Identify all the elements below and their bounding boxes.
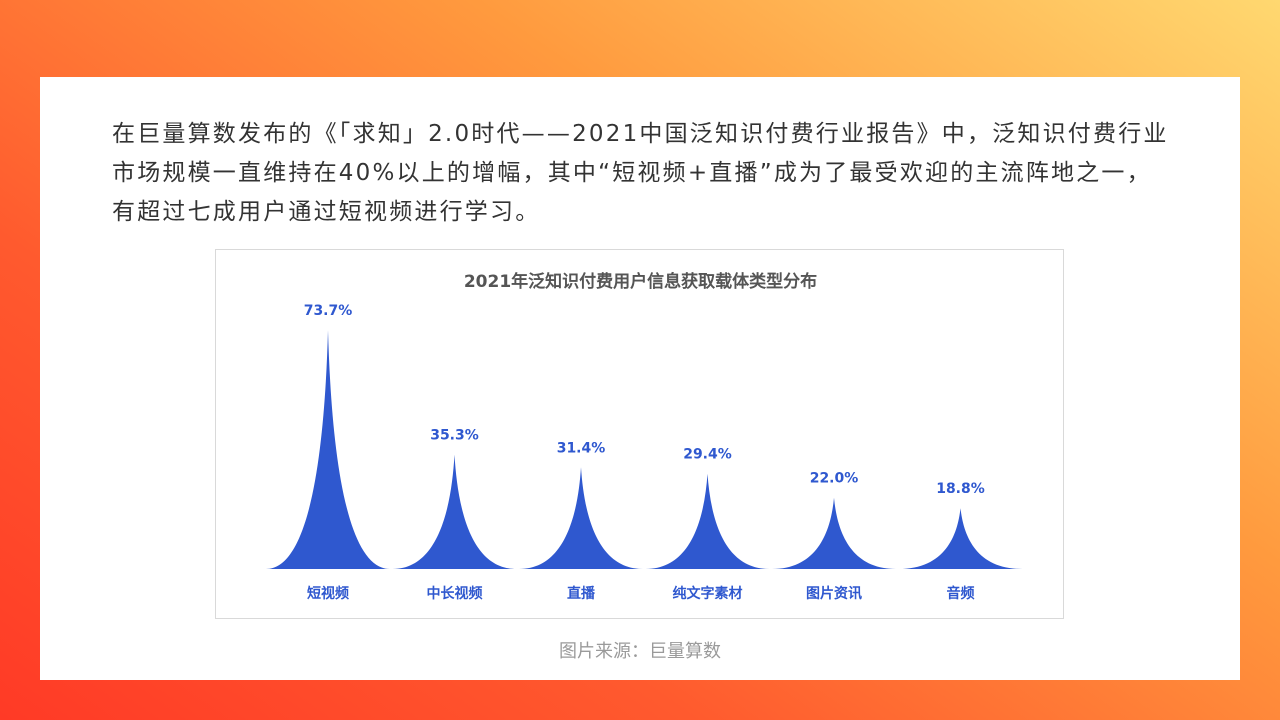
chart-bar-2 (519, 467, 643, 569)
chart-bar-5 (898, 508, 1023, 569)
chart-canvas: 2021年泛知识付费用户信息获取载体类型分布 73.7% 短视频 35.3% 中长视频… (266, 271, 1023, 602)
content-card: 在巨量算数发布的《「求知」2.0时代——2021中国泛知识付费行业报告》中，泛知… (40, 77, 1240, 680)
data-label-1: 35.3% (430, 428, 479, 444)
category-label-2: 直播 (567, 585, 596, 602)
data-label-4: 22.0% (810, 471, 859, 487)
image-source-caption: 图片来源：巨量算数 (559, 641, 721, 662)
data-label-3: 29.4% (683, 447, 732, 463)
chart-bar-1 (392, 454, 517, 569)
chart-figure: 2021年泛知识付费用户信息获取载体类型分布 73.7% 短视频 35.3% 中长视频… (215, 249, 1064, 619)
category-label-1: 中长视频 (427, 585, 483, 602)
data-label-5: 18.8% (936, 481, 985, 497)
chart-bar-0 (266, 330, 390, 569)
chart-bar-4 (772, 497, 896, 569)
category-label-4: 图片资讯 (806, 585, 862, 602)
data-label-2: 31.4% (557, 440, 606, 456)
category-label-5: 音频 (947, 585, 975, 602)
category-label-3: 纯文字素材 (673, 585, 743, 602)
data-label-0: 73.7% (304, 303, 353, 319)
intro-paragraph: 在巨量算数发布的《「求知」2.0时代——2021中国泛知识付费行业报告》中，泛知… (112, 121, 1169, 225)
chart-title: 2021年泛知识付费用户信息获取载体类型分布 (464, 271, 817, 292)
chart-bar-3 (645, 473, 770, 569)
chart-marks: 73.7% 短视频 35.3% 中长视频 31.4% 直播 29.4% 纯文字素材 22.0% 图… (266, 303, 1023, 602)
category-label-0: 短视频 (307, 585, 349, 602)
